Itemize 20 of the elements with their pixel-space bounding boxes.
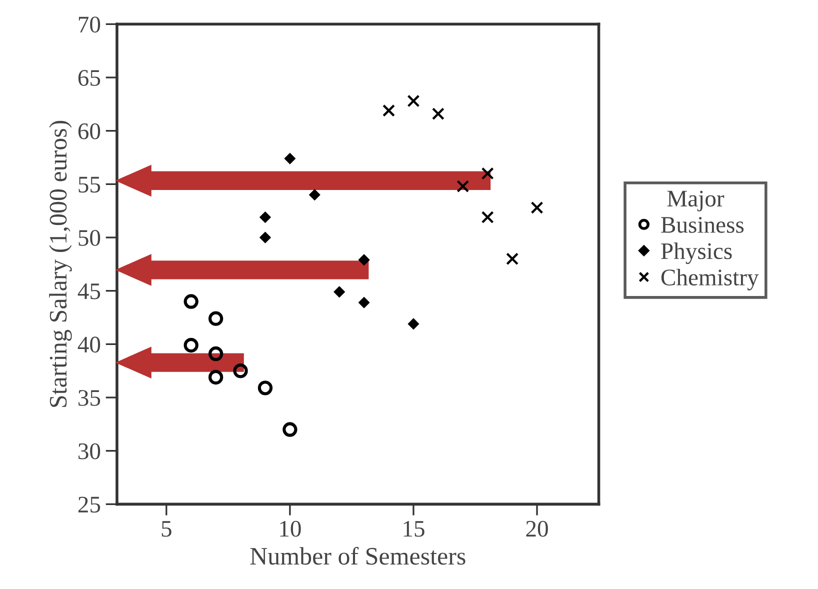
y-tick-label: 50: [78, 230, 100, 246]
y-tick-label: 55: [78, 176, 100, 193]
y-tick-label: 25: [78, 496, 100, 513]
x-tick-label: 10: [280, 520, 301, 537]
y-tick-label: 35: [78, 390, 100, 406]
y-axis-title: Starting Salary (1,000 euros): [49, 120, 72, 407]
legend-label: Chemistry: [661, 268, 759, 290]
y-tick-label: 30: [78, 443, 100, 460]
y-tick-label: 45: [78, 283, 100, 300]
y-tick-label: 40: [78, 336, 100, 353]
x-tick-label: 20: [526, 520, 548, 537]
x-tick-label: 5: [162, 521, 172, 537]
y-tick-label: 70: [78, 16, 100, 33]
x-tick-label: 15: [404, 520, 424, 537]
x-axis-title: Number of Semesters: [250, 546, 466, 565]
y-tick-label: 60: [78, 123, 100, 140]
y-tick-label: 65: [78, 70, 100, 86]
legend-label: Physics: [661, 242, 732, 264]
legend-title: Major: [667, 190, 724, 212]
legend-label: Business: [661, 217, 744, 233]
